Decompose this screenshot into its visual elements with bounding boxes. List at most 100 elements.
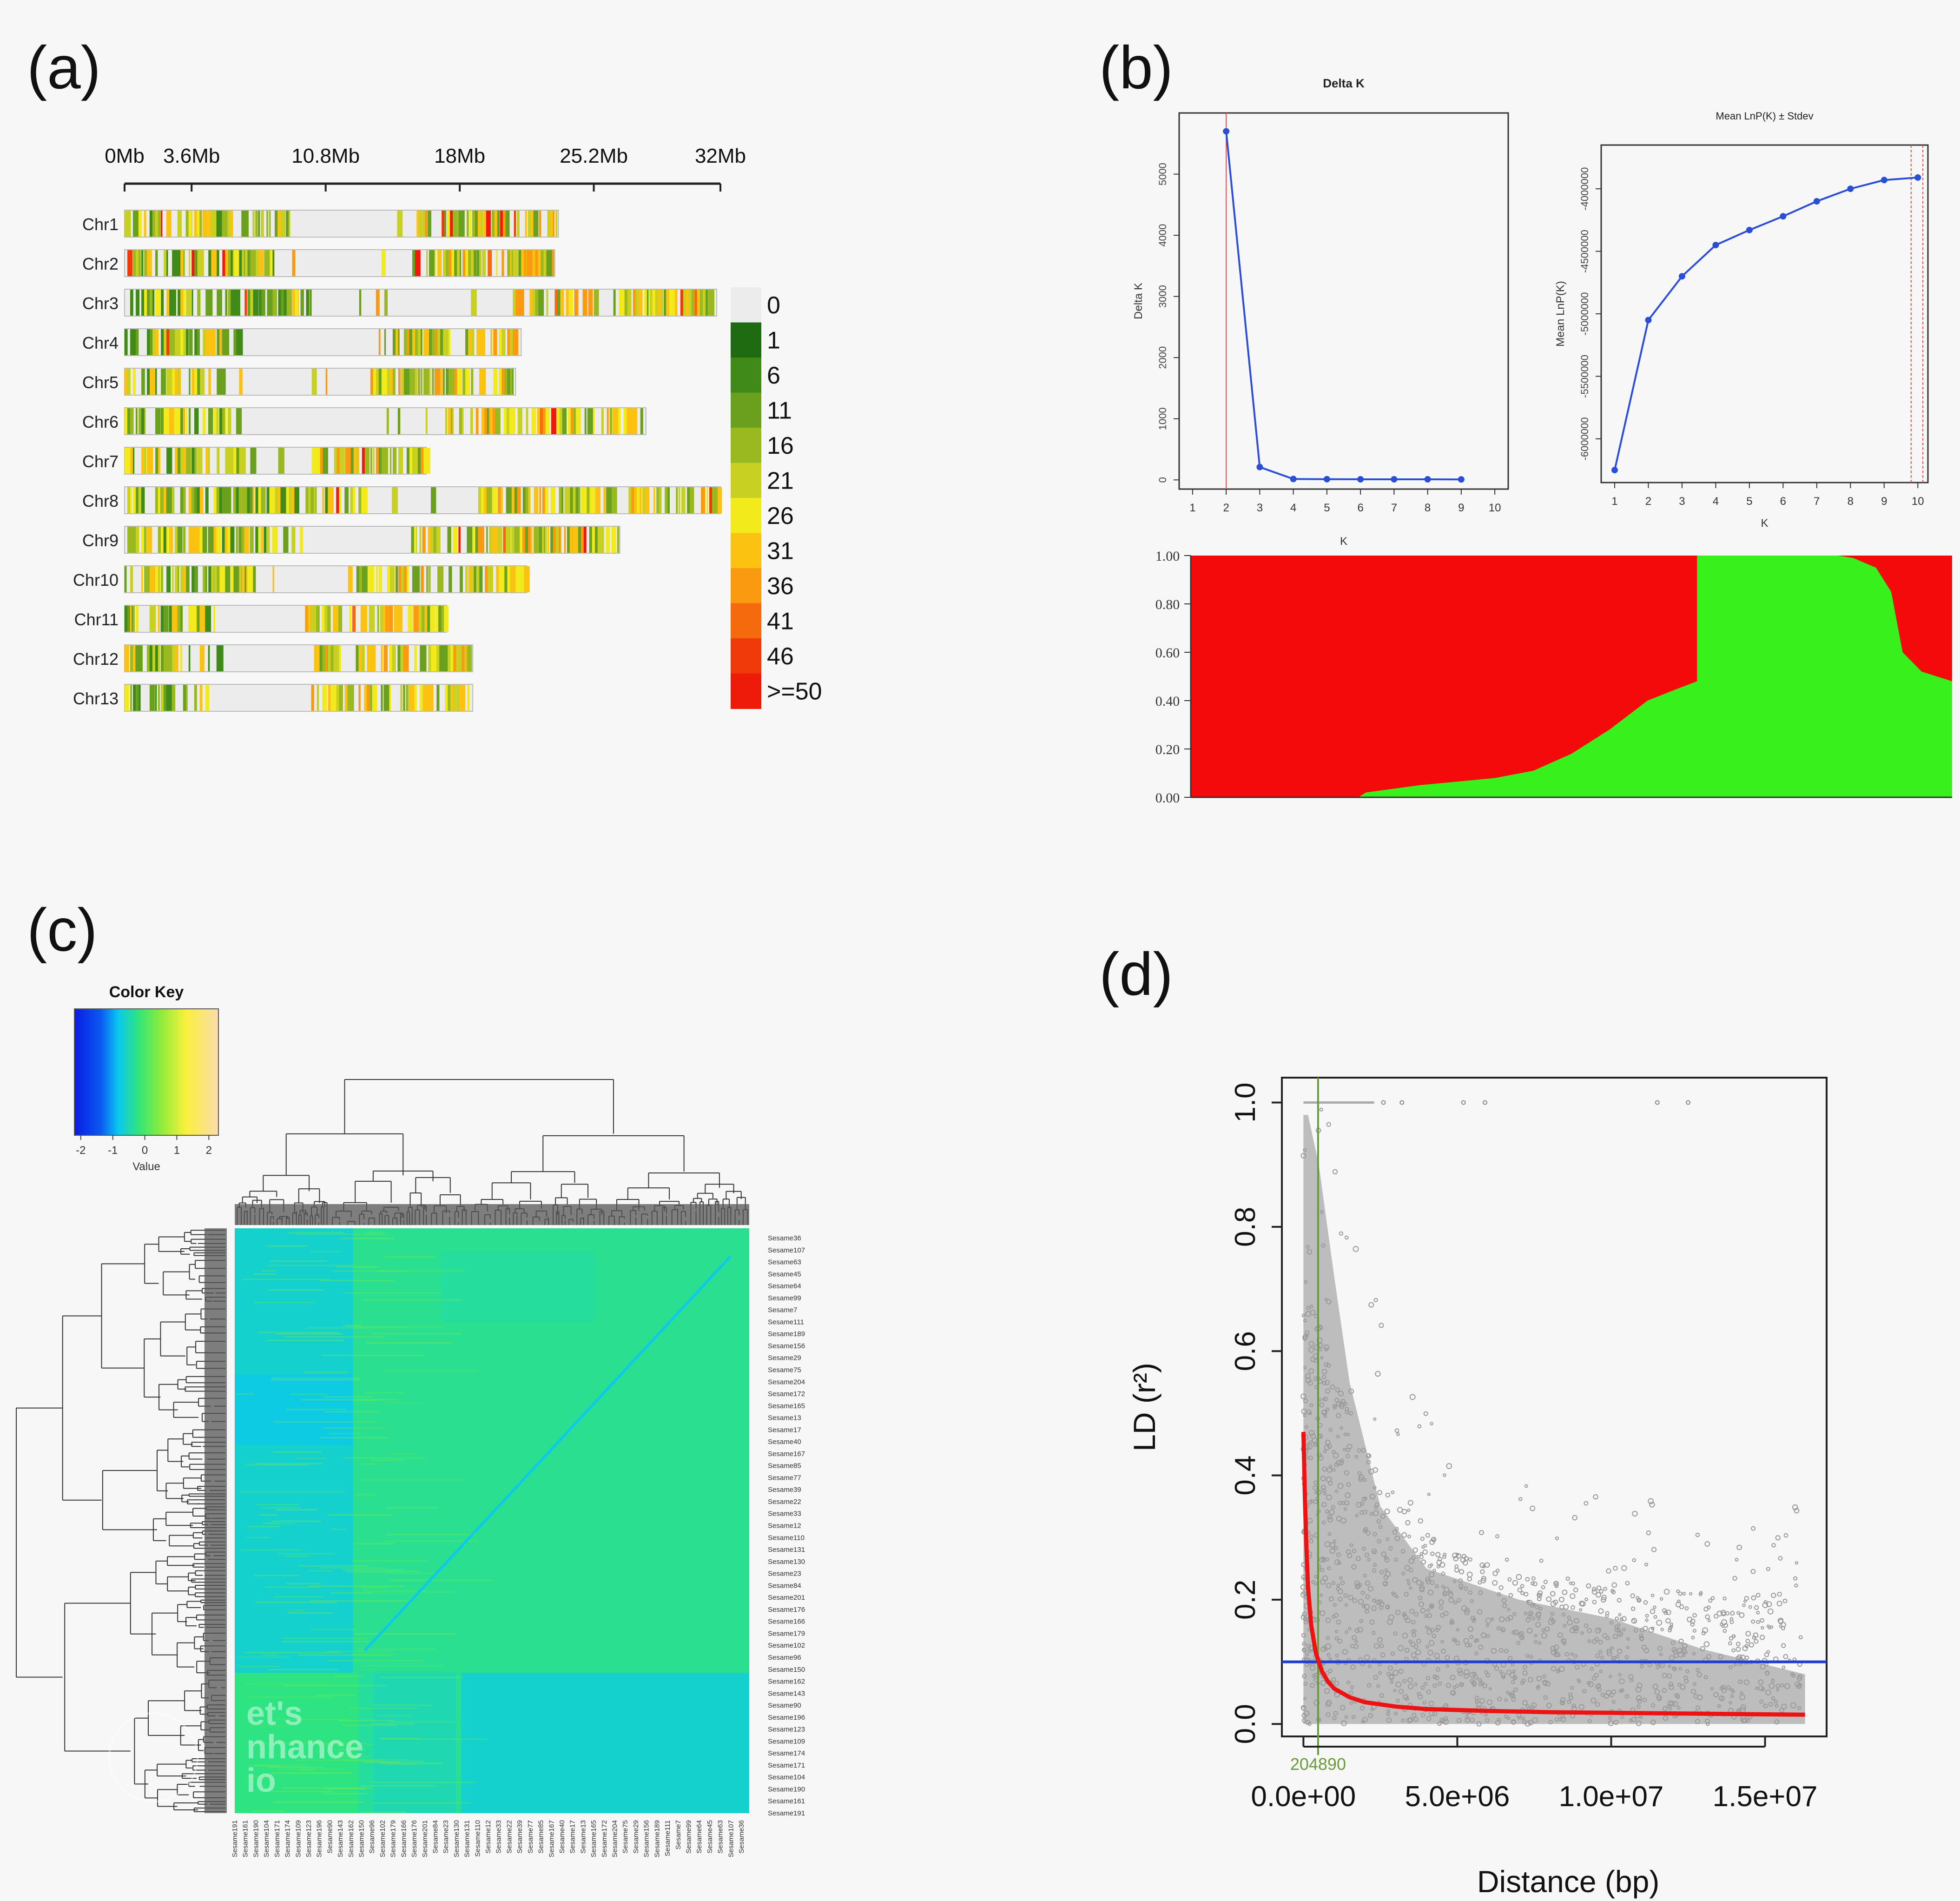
ld-point <box>1354 1455 1359 1459</box>
density-stripe <box>406 329 409 355</box>
ld-point <box>1755 1686 1759 1690</box>
ld-point <box>1518 1632 1523 1637</box>
ld-point <box>1478 1590 1483 1595</box>
density-stripe <box>185 685 188 711</box>
ld-point <box>1333 1404 1337 1408</box>
column-label: Sesame85 <box>537 1820 545 1854</box>
ld-point <box>1474 1651 1478 1656</box>
density-stripe <box>663 290 667 316</box>
ld-point <box>1567 1700 1571 1704</box>
density-stripe <box>384 369 389 395</box>
ld-point <box>1472 1672 1477 1676</box>
ld-point <box>1362 1510 1368 1515</box>
density-stripe <box>370 685 373 711</box>
ld-point <box>1337 1589 1343 1595</box>
ld-point <box>1606 1568 1611 1574</box>
heatmap-texture <box>317 1695 355 1696</box>
density-stripe <box>158 606 160 632</box>
density-stripe <box>166 211 172 237</box>
row-label: Sesame99 <box>768 1294 801 1302</box>
density-stripe <box>183 448 188 474</box>
density-stripe <box>133 329 137 355</box>
heatmap-texture <box>282 1787 373 1789</box>
density-stripe <box>483 211 487 237</box>
density-stripe <box>230 527 235 553</box>
density-stripe <box>244 527 249 553</box>
ld-point <box>1527 1615 1531 1619</box>
density-stripe <box>489 527 493 553</box>
density-stripe <box>300 527 304 553</box>
ld-point <box>1328 1427 1333 1432</box>
density-stripe <box>445 408 448 434</box>
density-stripe <box>205 290 210 316</box>
ld-point <box>1321 1375 1326 1379</box>
density-stripe <box>339 685 343 711</box>
ld-point <box>1653 1605 1656 1609</box>
density-stripe <box>449 329 450 355</box>
heatmap-texture <box>364 1392 404 1394</box>
ld-point <box>1618 1678 1625 1684</box>
density-stripe <box>328 487 334 513</box>
ld-point <box>1670 1640 1676 1645</box>
ld-point <box>1401 1532 1407 1538</box>
ld-point <box>1611 1656 1617 1661</box>
heatmap-texture <box>328 1514 393 1516</box>
ld-point <box>1323 1450 1327 1453</box>
density-stripe <box>147 250 152 276</box>
density-stripe <box>138 408 144 434</box>
ld-point <box>1586 1583 1591 1589</box>
ld-point <box>1336 1583 1340 1588</box>
density-stripe <box>700 290 705 316</box>
chromosome-label: Chr8 <box>82 491 119 510</box>
ld-point <box>1497 1696 1502 1702</box>
density-stripe <box>197 369 203 395</box>
density-stripe <box>272 566 275 592</box>
ld-point <box>1609 1621 1614 1625</box>
density-stripe <box>150 566 157 592</box>
ld-point <box>1485 1623 1489 1628</box>
ld-point <box>1531 1616 1536 1621</box>
density-stripe <box>222 250 227 276</box>
density-stripe <box>475 211 480 237</box>
ld-point <box>1615 1616 1619 1621</box>
ld-point <box>1548 1720 1553 1724</box>
ld-point <box>1453 1556 1458 1562</box>
density-stripe <box>507 329 512 355</box>
y-tick-label: -6000000 <box>1579 417 1590 460</box>
legend-swatch <box>731 533 761 569</box>
density-stripe <box>163 527 168 553</box>
ld-point <box>1703 1675 1708 1680</box>
density-stripe <box>135 606 139 632</box>
density-stripe <box>475 527 481 553</box>
ld-point <box>1775 1535 1781 1541</box>
density-stripe <box>344 487 349 513</box>
ld-point <box>1303 1619 1309 1625</box>
density-stripe <box>550 487 556 513</box>
density-stripe <box>415 329 418 355</box>
ld-point <box>1502 1603 1507 1609</box>
density-stripe <box>626 408 630 434</box>
density-stripe <box>183 566 187 592</box>
plot-frame <box>1281 1077 1828 1737</box>
ld-point <box>1550 1646 1556 1652</box>
y-axis-label: Delta K <box>1132 283 1145 319</box>
density-stripe <box>440 369 443 395</box>
ld-point <box>1736 1642 1741 1647</box>
density-stripe <box>499 329 502 355</box>
ld-point <box>1696 1668 1700 1672</box>
ld-point <box>1428 1701 1434 1707</box>
density-stripe <box>158 645 160 671</box>
ld-point <box>1680 1684 1686 1690</box>
ld-point <box>1663 1716 1669 1721</box>
heatmap-texture <box>372 1802 471 1804</box>
density-stripe <box>358 685 361 711</box>
density-stripe <box>526 408 528 434</box>
color-key-cell <box>125 1009 128 1135</box>
density-stripe <box>217 250 219 276</box>
chromosome-label: Chr2 <box>82 254 119 273</box>
density-stripe <box>188 487 194 513</box>
ld-point <box>1730 1688 1734 1692</box>
x-tick-label: 1.0e+07 <box>1559 1781 1664 1813</box>
chromosome-bar <box>124 289 717 317</box>
